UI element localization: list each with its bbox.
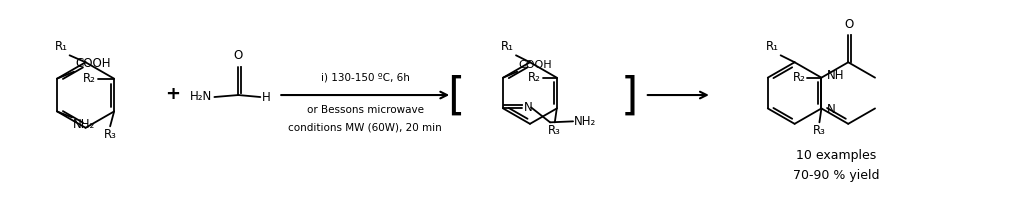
Text: or Bessons microwave: or Bessons microwave [306, 105, 424, 115]
Text: ]: ] [621, 75, 638, 118]
Text: 10 examples: 10 examples [796, 149, 876, 162]
Text: N: N [524, 101, 533, 114]
Text: conditions MW (60W), 20 min: conditions MW (60W), 20 min [288, 123, 442, 133]
Text: H: H [262, 91, 272, 104]
Text: NH₂: NH₂ [74, 118, 95, 131]
Text: i) 130-150 ºC, 6h: i) 130-150 ºC, 6h [321, 72, 409, 82]
Text: COOH: COOH [75, 57, 110, 70]
Text: R₁: R₁ [766, 40, 779, 53]
Text: NH: NH [826, 69, 844, 82]
Text: COOH: COOH [518, 60, 551, 70]
Text: R₁: R₁ [501, 40, 514, 53]
Text: [: [ [447, 75, 465, 118]
Text: H₂N: H₂N [190, 90, 212, 103]
Text: R₃: R₃ [813, 124, 826, 137]
Text: +: + [165, 85, 180, 103]
Text: R₁: R₁ [54, 40, 67, 53]
Text: R₂: R₂ [84, 72, 96, 85]
Text: O: O [844, 18, 854, 31]
Text: O: O [234, 49, 243, 62]
Text: R₃: R₃ [104, 128, 116, 141]
Text: R₂: R₂ [792, 71, 806, 84]
Text: N: N [826, 103, 835, 116]
Text: NH₂: NH₂ [574, 115, 596, 128]
Text: R₂: R₂ [528, 71, 541, 84]
Text: R₃: R₃ [548, 124, 562, 137]
Text: 70-90 % yield: 70-90 % yield [793, 169, 880, 182]
